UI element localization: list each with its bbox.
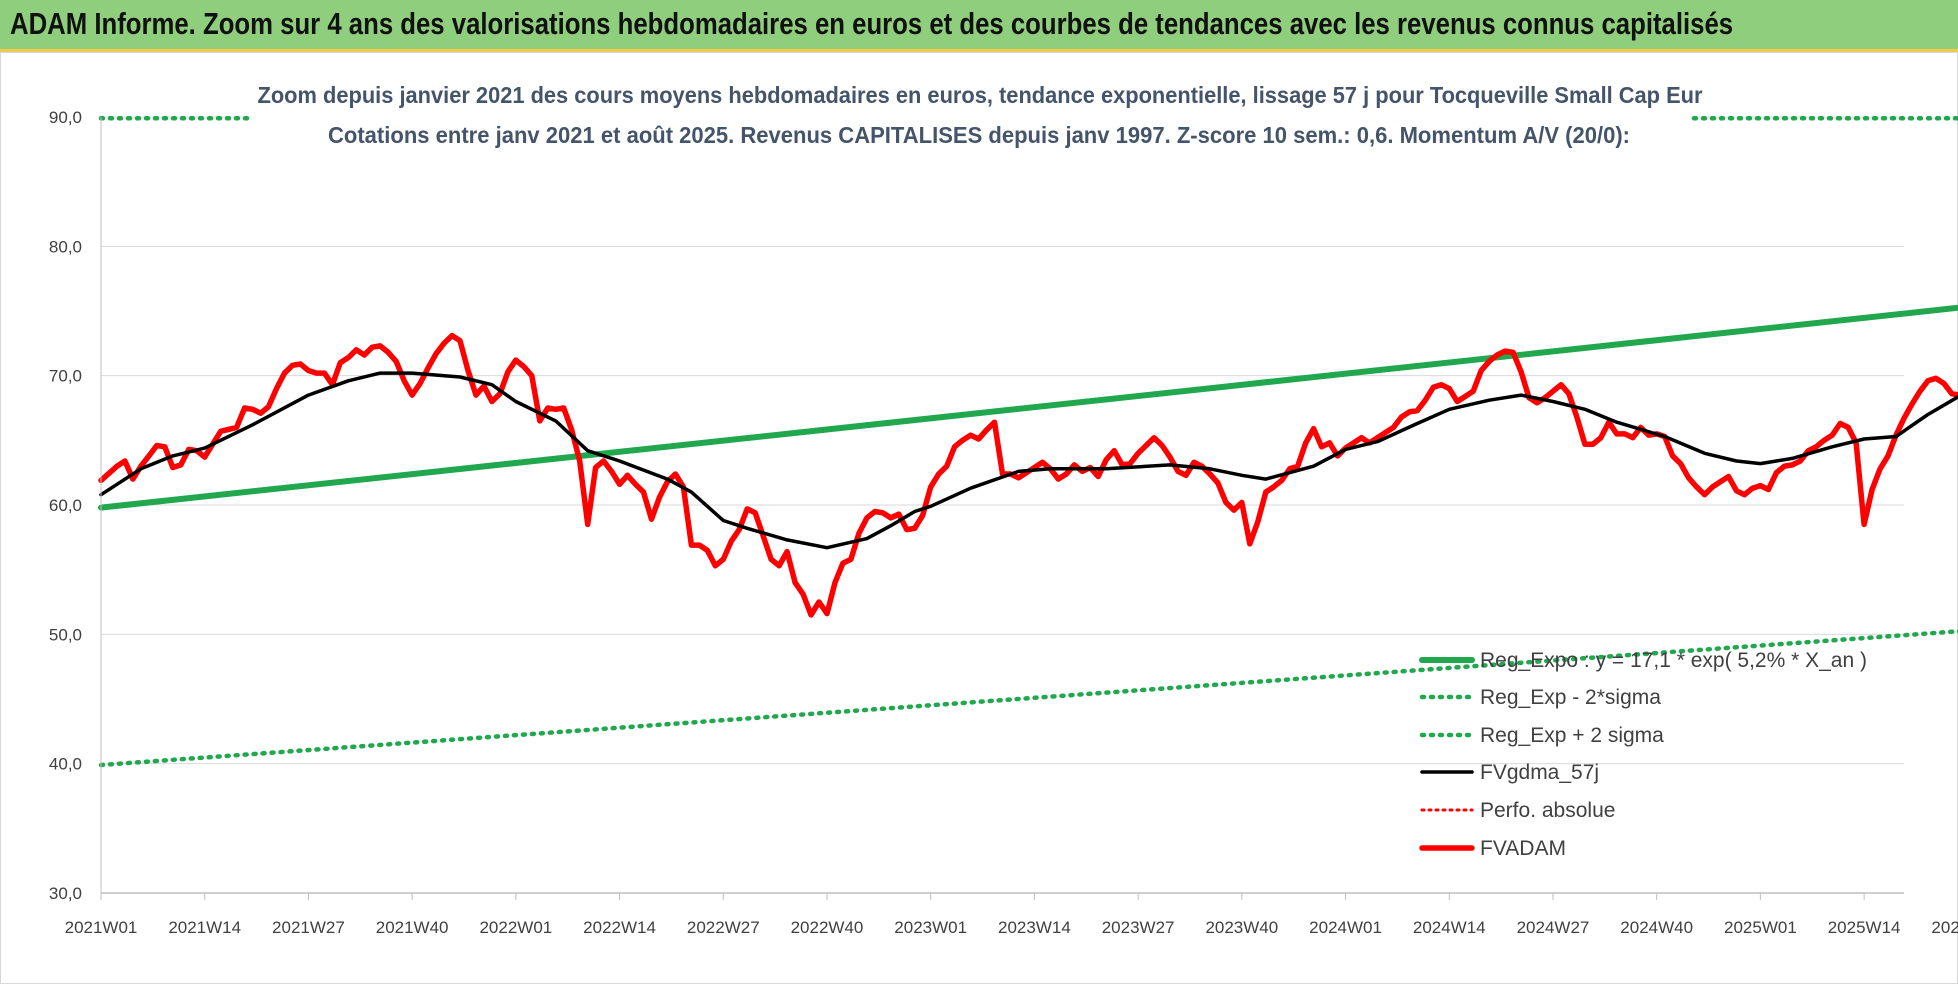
x-tick-label: 2025W14 [1828,918,1901,937]
legend-label: Reg_Exp - 2*sigma [1480,686,1661,709]
y-tick-label: 60,0 [49,496,82,515]
series-reg-expo-line [98,304,1958,511]
x-tick-label: 2022W27 [687,918,760,937]
legend-label: Perfo. absolue [1480,799,1615,822]
y-tick-label: 40,0 [49,755,82,774]
x-tick-label: 2022W40 [791,918,864,937]
x-tick-label: 2022W14 [583,918,656,937]
legend-label: Reg_Exp + 2 sigma [1480,724,1664,747]
y-tick-label: 50,0 [49,625,82,644]
x-tick-label: 2024W40 [1620,918,1693,937]
y-tick-label: 30,0 [49,884,82,903]
axes: 30,0 40,0 50,0 60,0 70,0 80,0 90,0 2021W01 2021W… [49,108,1958,937]
y-tick-label: 80,0 [49,237,82,256]
x-tick-label: 2021W01 [65,918,138,937]
x-tick-label: 2024W01 [1309,918,1382,937]
header-bar: ADAM Informe. Zoom sur 4 ans des valoris… [0,0,1958,52]
series-fvadam-line [98,332,1958,618]
series-reg-minus-2sigma-line [98,629,1958,768]
legend-label: FVgdma_57j [1480,761,1599,784]
x-tick-label: 2023W27 [1102,918,1175,937]
x-tick-label: 2021W27 [272,918,345,937]
legend: Reg_Expo : y = 17,1 * exp( 5,2% * X_an )… [1419,649,1867,860]
x-tick-label: 2022W01 [479,918,552,937]
legend-label: Reg_Expo : y = 17,1 * exp( 5,2% * X_an ) [1480,649,1867,672]
y-tick-label: 70,0 [49,367,82,386]
chart-title: Zoom depuis janvier 2021 des cours moyen… [258,82,1703,108]
x-tick-label: 2024W14 [1413,918,1486,937]
x-tick-label: 2025W01 [1724,918,1797,937]
x-tick-label: 2025W27 [1931,918,1958,937]
x-tick-label: 2023W01 [894,918,967,937]
x-tick-label: 2024W27 [1517,918,1590,937]
legend-label: FVADAM [1480,837,1566,860]
chart-subtitle: Cotations entre janv 2021 et août 2025. … [328,122,1630,148]
x-tick-label: 2023W40 [1205,918,1278,937]
subtitle-backdrop [250,70,1690,162]
x-tick-label: 2023W14 [998,918,1071,937]
x-tick-label: 2021W40 [376,918,449,937]
y-tick-label: 90,0 [49,108,82,127]
page-title: ADAM Informe. Zoom sur 4 ans des valoris… [10,6,1734,41]
x-tick-label: 2021W14 [168,918,241,937]
series-fvgdma-line [99,371,1958,550]
